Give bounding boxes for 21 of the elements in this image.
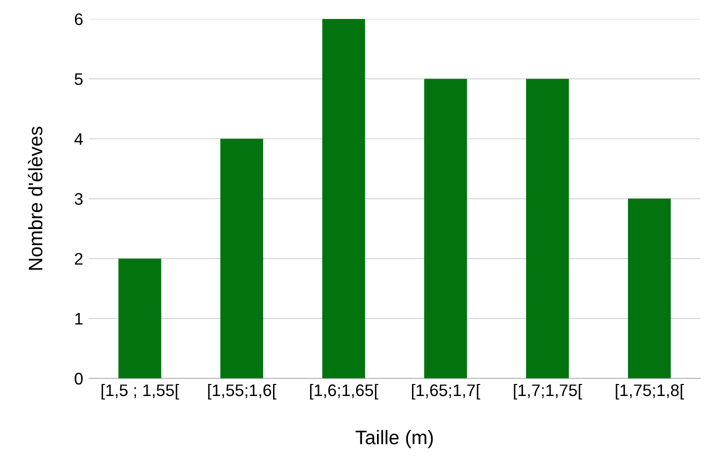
x-tick-label: [1,6;1,65[ <box>310 384 378 400</box>
x-tick-label: [1,7;1,75[ <box>514 384 582 400</box>
bar <box>628 198 671 378</box>
y-tick-label: 1 <box>75 313 83 325</box>
x-tick-label: [1,55;1,6[ <box>208 384 276 400</box>
bar <box>220 138 264 378</box>
bar <box>322 18 366 378</box>
y-tick-label: 0 <box>74 372 83 385</box>
bar <box>424 78 467 378</box>
x-axis-title: Taille (m) <box>356 430 433 448</box>
x-tick-label: [1,5 ; 1,55[ <box>102 384 180 400</box>
bar <box>118 258 162 378</box>
y-axis-title: Nombre d'élèves <box>28 126 42 270</box>
y-tick-label: 6 <box>74 13 83 26</box>
bar <box>526 78 569 378</box>
y-tick-label: 3 <box>74 193 83 205</box>
y-tick-label: 4 <box>74 133 83 145</box>
y-tick-label: 2 <box>74 252 82 265</box>
y-tick-label: 5 <box>74 73 83 86</box>
x-tick-label: [1,75;1,8[ <box>616 384 684 400</box>
x-tick-label: [1,65;1,7[ <box>412 384 480 400</box>
